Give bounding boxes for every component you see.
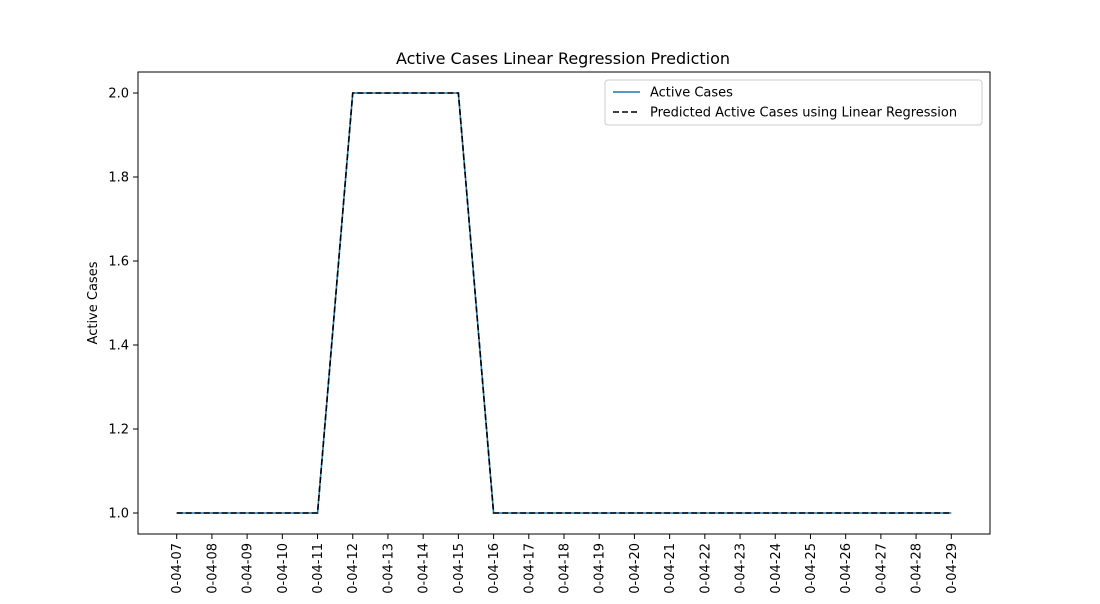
x-tick-label: 0-04-15 — [452, 543, 467, 594]
legend-label-0: Active Cases — [650, 86, 733, 101]
x-tick-label: 0-04-09 — [241, 543, 256, 594]
x-tick-label: 0-04-20 — [628, 543, 643, 594]
x-tick-label: 0-04-26 — [839, 543, 854, 594]
chart-title: Active Cases Linear Regression Predictio… — [396, 49, 730, 68]
x-tick-label: 0-04-11 — [311, 543, 326, 594]
y-axis-ticks: 1.0 1.2 1.4 1.6 1.8 2.0 — [108, 87, 138, 522]
series-line-0 — [176, 92, 952, 514]
x-tick-label: 0-04-12 — [346, 543, 361, 594]
legend-box — [604, 79, 983, 126]
legend: Active Cases Predicted Active Cases using… — [604, 79, 983, 126]
series-layer — [176, 92, 952, 514]
x-tick-label: 0-04-23 — [734, 543, 749, 594]
x-tick-label: 0-04-22 — [698, 543, 713, 594]
y-tick-label: 2.0 — [108, 87, 129, 102]
plot-frame — [137, 71, 991, 535]
y-tick-label: 1.0 — [108, 507, 129, 522]
x-tick-label: 0-04-14 — [417, 543, 432, 594]
x-tick-label: 0-04-25 — [804, 543, 819, 594]
x-tick-label: 0-04-08 — [205, 543, 220, 594]
x-tick-label: 0-04-24 — [769, 543, 784, 594]
x-tick-label: 0-04-10 — [276, 543, 291, 594]
x-axis-ticks: 0-04-07 0-04-08 0-04-09 0-04-10 0-04-11 0-04-… — [170, 534, 960, 594]
y-tick-label: 1.8 — [108, 171, 129, 186]
legend-label-1: Predicted Active Cases using Linear Regr… — [650, 106, 957, 121]
x-tick-label: 0-04-29 — [945, 543, 960, 594]
x-tick-label: 0-04-28 — [910, 543, 925, 594]
y-tick-label: 1.6 — [108, 255, 129, 270]
x-tick-label: 0-04-07 — [170, 543, 185, 594]
x-tick-label: 0-04-21 — [663, 543, 678, 594]
y-axis-label: Active Cases — [86, 261, 101, 344]
x-tick-label: 0-04-18 — [558, 543, 573, 594]
y-tick-label: 1.2 — [108, 423, 129, 438]
series-line-1 — [176, 92, 952, 514]
x-tick-label: 0-04-13 — [381, 543, 396, 594]
x-tick-label: 0-04-27 — [874, 543, 889, 594]
x-tick-label: 0-04-17 — [522, 543, 537, 594]
x-tick-label: 0-04-19 — [593, 543, 608, 594]
x-tick-label: 0-04-16 — [487, 543, 502, 594]
y-tick-label: 1.4 — [108, 339, 129, 354]
